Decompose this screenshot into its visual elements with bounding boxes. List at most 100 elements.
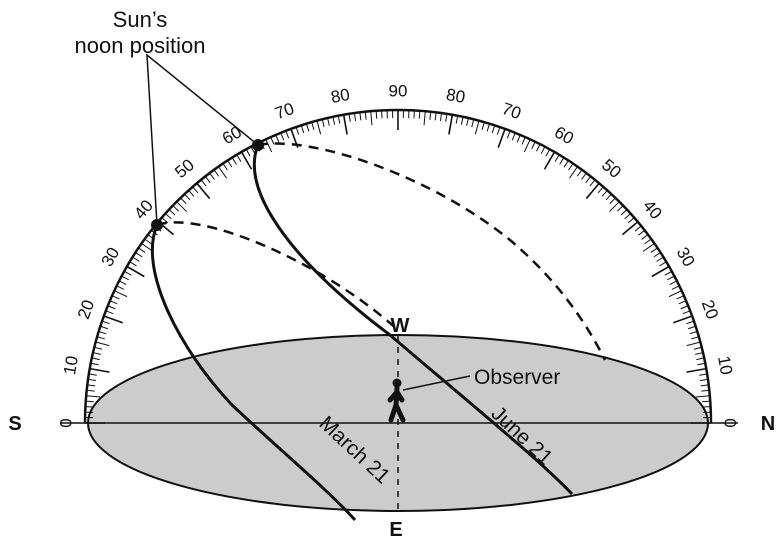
altitude-tick [559,157,565,165]
altitude-tick [92,352,101,355]
altitude-tick-label: 80 [445,85,467,107]
altitude-tick [686,367,707,373]
altitude-tick [86,395,101,398]
altitude-tick [101,320,110,325]
altitude-tick [624,213,631,220]
altitude-tick [696,357,705,361]
altitude-tick [659,261,667,267]
altitude-tick-label: 20 [698,297,722,321]
altitude-tick [641,234,649,240]
altitude-tick [107,305,116,310]
altitude-tick [87,378,97,382]
title-line-1: Sun’s [113,7,168,32]
altitude-tick [693,346,702,350]
altitude-tick [642,243,655,252]
altitude-tick [423,111,426,126]
altitude-tick [144,238,152,245]
altitude-tick [200,179,207,187]
altitude-tick [337,115,341,124]
altitude-tick [124,270,132,276]
altitude-tick [678,300,687,305]
altitude-tick [597,186,604,194]
altitude-tick [165,213,172,220]
altitude-tick [576,169,583,177]
altitude-tick [129,261,137,267]
east-label: E [389,519,402,540]
altitude-tick [342,114,348,135]
altitude-tick [109,300,118,305]
altitude-tick [699,378,709,382]
altitude-tick [327,117,330,126]
altitude-tick [673,315,693,324]
altitude-tick [172,205,179,212]
altitude-tick [545,149,551,157]
altitude-tick-label: 40 [130,196,157,223]
altitude-tick [656,256,664,262]
altitude-tick [204,176,211,183]
altitude-tick-label: 10 [60,354,82,376]
altitude-tick [176,201,187,212]
altitude-tick [563,160,569,168]
altitude-tick [138,247,146,253]
altitude-tick [96,336,105,340]
altitude-tick [86,389,95,392]
altitude-tick [105,310,114,315]
altitude-tick [486,123,490,132]
altitude-tick [300,125,305,134]
observer-label: Observer [474,366,560,389]
altitude-tick [218,166,227,179]
altitude-tick-label: 10 [714,354,736,376]
altitude-tick [98,331,107,335]
altitude-tick [644,238,652,245]
altitude-tick [91,357,100,361]
altitude-tick [161,217,169,224]
altitude-tick [88,373,97,376]
altitude-tick-label: 30 [673,244,699,270]
altitude-tick [448,114,454,135]
altitude-tick [275,134,280,143]
altitude-tick [664,270,672,276]
altitude-tick-label: 60 [219,122,245,148]
altitude-tick [617,205,624,212]
altitude-tick [184,193,191,201]
altitude-tick [209,172,215,180]
altitude-tick-label: 30 [97,244,123,270]
altitude-tick [180,197,187,204]
altitude-tick [87,384,96,387]
altitude-tick [90,362,99,366]
altitude-tick [543,151,556,170]
altitude-tick [89,367,110,373]
altitude-tick [445,113,448,122]
altitude-tick [497,128,506,148]
altitude-tick [680,305,689,310]
altitude-tick [85,400,94,403]
north-label: N [761,413,775,435]
altitude-tick [697,362,706,366]
altitude-tick [682,310,691,315]
altitude-tick [285,130,290,139]
altitude-tick [506,130,511,139]
june-21-sun-path [252,144,574,496]
altitude-tick [687,325,696,330]
altitude-tick [353,112,357,122]
june-21-sun-path-back [257,142,607,361]
altitude-tick [429,111,432,120]
altitude-tick [699,373,708,376]
altitude-tick [695,395,710,398]
altitude-tick [474,120,480,135]
altitude-tick [466,117,469,126]
march-21-sun-path-back [156,221,399,331]
altitude-tick [627,217,635,224]
altitude-tick [236,154,242,162]
altitude-tick [653,252,661,258]
altitude-tick [240,151,253,170]
altitude-tick [589,179,596,187]
altitude-tick [554,154,560,162]
altitude-tick [634,225,642,232]
altitude-tick [245,149,251,157]
altitude-tick [605,193,612,201]
altitude-tick-label: 70 [499,99,523,123]
altitude-ticks [85,110,711,424]
altitude-tick-label: 20 [74,297,98,321]
